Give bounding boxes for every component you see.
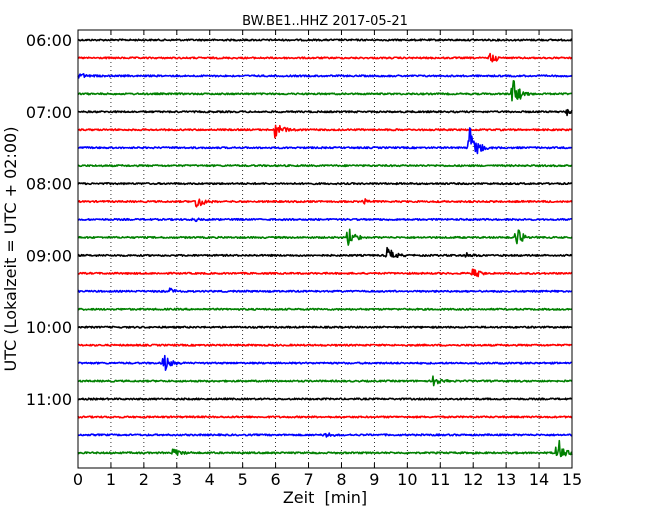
trace-line [77,325,573,329]
y-axis-ticks: 06:00 07:00 08:00 09:00 10:00 11:00 [26,31,572,409]
x-tick-label: 15 [562,470,582,489]
trace-line [77,217,573,223]
y-tick-label: 08:00 [26,175,72,194]
trace-line [77,198,573,208]
trace-line [77,354,573,371]
x-tick-label: 6 [271,470,281,489]
x-tick-label: 10 [397,470,417,489]
chart-title: BW.BE1..HHZ 2017-05-21 [242,14,408,29]
x-tick-label: 4 [205,470,215,489]
x-tick-label: 9 [369,470,379,489]
plot-frame [77,29,573,469]
trace-line [77,182,573,186]
trace-line [77,228,573,246]
x-tick-label: 3 [172,470,182,489]
y-tick-label: 06:00 [26,31,72,50]
x-tick-label: 0 [73,470,83,489]
trace-line [77,164,573,168]
x-axis-ticks: 0 1 2 3 4 5 6 7 8 9 10 11 12 13 14 15 [73,30,582,489]
trace-group [77,38,573,458]
trace-line [77,268,573,278]
trace-line [77,397,573,401]
trace-line [77,307,573,311]
x-tick-label: 2 [139,470,149,489]
x-tick-label: 5 [238,470,248,489]
y-tick-label: 07:00 [26,103,72,122]
trace-line [77,415,573,419]
x-tick-label: 1 [106,470,116,489]
trace-line [77,375,573,387]
trace-line [77,246,573,259]
x-tick-label: 11 [430,470,450,489]
trace-line [77,79,573,102]
x-tick-label: 7 [303,470,313,489]
y-tick-label: 09:00 [26,246,72,265]
x-tick-label: 8 [336,470,346,489]
trace-line [77,127,573,155]
trace-line [77,343,573,347]
trace-line [77,108,573,117]
y-tick-label: 10:00 [26,318,72,337]
trace-line [77,439,573,458]
trace-line [77,52,573,63]
x-tick-label: 14 [529,470,549,489]
x-axis-label: Zeit [min] [283,488,367,507]
trace-line [77,432,573,438]
y-axis-label: UTC (Lokalzeit = UTC + 02:00) [1,127,20,372]
trace-line [77,124,573,139]
trace-line [77,73,573,79]
x-tick-label: 12 [463,470,483,489]
y-tick-label: 11:00 [26,390,72,409]
vertical-gridlines [110,30,540,468]
x-tick-label: 13 [496,470,516,489]
trace-line [77,287,573,293]
trace-line [77,38,573,42]
